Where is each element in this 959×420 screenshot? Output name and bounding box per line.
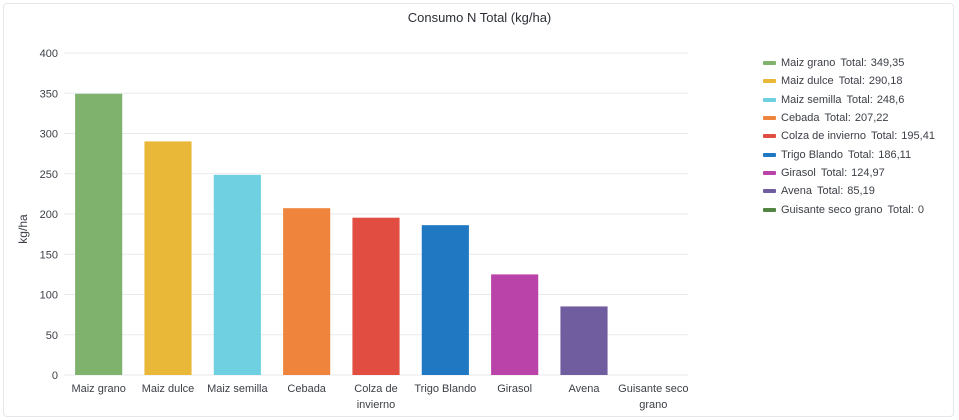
y-tick-label: 200 [40, 209, 58, 221]
bar-colza-de-invierno[interactable] [352, 217, 400, 375]
legend: Maiz grano Total: 349,35 Maiz dulce Total: 29… [763, 54, 955, 219]
x-tick-label: invierno [357, 399, 396, 411]
x-tick-label: Girasol [497, 383, 532, 395]
bar-maiz-grano[interactable] [75, 93, 123, 375]
y-tick-label: 400 [40, 48, 58, 60]
legend-total-value: 349,35 [870, 57, 905, 70]
legend-total-value: 186,11 [878, 148, 912, 161]
legend-text: Maiz grano Total: 349,35 [781, 57, 904, 69]
legend-item[interactable]: Maiz grano Total: 349,35 [763, 54, 955, 72]
x-tick-label: Colza de [354, 383, 397, 395]
y-tick-label: 150 [40, 249, 58, 261]
legend-text: Maiz semilla Total: 248,6 [781, 94, 904, 106]
legend-total-label: Total: [887, 203, 914, 216]
bar-girasol[interactable] [491, 274, 539, 375]
legend-swatch [763, 116, 776, 121]
legend-series-name: Trigo Blando [781, 148, 843, 161]
legend-text: Guisante seco grano Total: 0 [781, 204, 924, 216]
chart-title: Consumo N Total (kg/ha) [407, 10, 552, 25]
legend-total-value: 207,22 [854, 112, 889, 125]
legend-swatch [763, 207, 776, 212]
legend-text: Maiz dulce Total: 290,18 [781, 75, 903, 87]
legend-series-name: Cebada [781, 112, 820, 125]
legend-series-name: Maiz semilla [781, 93, 842, 106]
y-tick-label: 50 [46, 330, 58, 342]
legend-series-name: Guisante seco grano [781, 203, 883, 216]
legend-total-label: Total: [820, 166, 848, 179]
legend-swatch [763, 61, 776, 66]
x-tick-label: grano [639, 399, 667, 411]
legend-series-name: Avena [781, 185, 812, 198]
legend-item[interactable]: Maiz dulce Total: 290,18 [763, 72, 955, 90]
x-tick-label: Avena [569, 383, 601, 395]
y-tick-label: 0 [52, 370, 58, 382]
legend-text: Girasol Total: 124,97 [781, 167, 885, 179]
legend-total-value: 195,41 [901, 130, 935, 143]
legend-item[interactable]: Cebada Total: 207,22 [763, 109, 955, 127]
bars [75, 93, 608, 375]
legend-item[interactable]: Girasol Total: 124,97 [763, 164, 955, 182]
legend-swatch [763, 134, 776, 139]
legend-swatch [763, 97, 776, 102]
legend-swatch [763, 152, 776, 157]
y-tick-label: 350 [40, 88, 58, 100]
x-tick-label: Maiz dulce [142, 383, 195, 395]
legend-total-value: 290,18 [868, 75, 903, 88]
bar-trigo-blando[interactable] [421, 225, 469, 375]
legend-item[interactable]: Trigo Blando Total: 186,11 [763, 145, 955, 163]
y-tick-label: 250 [40, 169, 58, 181]
legend-text: Trigo Blando Total: 186,11 [781, 149, 911, 161]
y-tick-label: 300 [40, 129, 58, 141]
legend-series-name: Maiz dulce [781, 75, 834, 88]
x-tick-label: Cebada [287, 383, 326, 395]
legend-series-name: Maiz grano [781, 57, 836, 70]
legend-text: Cebada Total: 207,22 [781, 112, 889, 124]
x-axis-ticks: Maiz grano Maiz dulce Maiz semilla Cebada Co… [71, 383, 688, 411]
legend-total-value: 0 [917, 203, 924, 216]
legend-swatch [763, 170, 776, 175]
legend-series-name: Colza de invierno [781, 130, 866, 143]
legend-total-label: Total: [847, 148, 875, 161]
y-tick-label: 100 [40, 290, 58, 302]
x-tick-label: Maiz semilla [207, 383, 268, 395]
legend-text: Colza de invierno Total: 195,41 [781, 130, 935, 142]
legend-swatch [763, 189, 776, 194]
legend-total-label: Total: [817, 185, 844, 198]
x-tick-label: Maiz grano [71, 383, 125, 395]
legend-item[interactable]: Guisante seco grano Total: 0 [763, 200, 955, 218]
x-tick-label: Guisante seco [618, 383, 688, 395]
bar-maiz-semilla[interactable] [213, 174, 261, 375]
x-tick-label: Trigo Blando [414, 383, 476, 395]
y-axis-ticks: 0 50 100 150 200 250 300 350 400 [40, 48, 58, 382]
legend-total-label: Total: [838, 75, 865, 88]
legend-total-label: Total: [846, 93, 873, 106]
legend-swatch [763, 79, 776, 84]
bar-avena[interactable] [560, 306, 608, 375]
legend-total-label: Total: [824, 112, 851, 125]
legend-total-value: 248,6 [876, 93, 905, 106]
legend-item[interactable]: Colza de invierno Total: 195,41 [763, 127, 955, 145]
legend-total-label: Total: [871, 130, 898, 143]
legend-item[interactable]: Maiz semilla Total: 248,6 [763, 91, 955, 109]
legend-total-value: 85,19 [847, 185, 875, 198]
legend-total-value: 124,97 [851, 166, 885, 179]
legend-total-label: Total: [840, 57, 867, 70]
bar-cebada[interactable] [283, 208, 331, 375]
legend-text: Avena Total: 85,19 [781, 185, 875, 197]
legend-series-name: Girasol [781, 166, 816, 179]
legend-item[interactable]: Avena Total: 85,19 [763, 182, 955, 200]
bar-maiz-dulce[interactable] [144, 141, 192, 375]
